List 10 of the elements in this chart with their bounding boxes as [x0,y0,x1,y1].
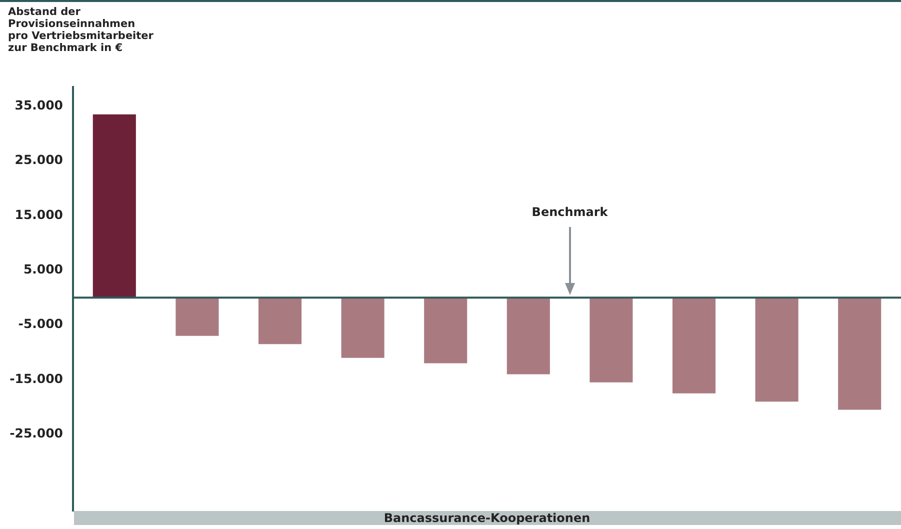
y-tick-label: 15.000 [14,206,64,222]
y-tick-label: -25.000 [10,426,64,441]
y-tick-label: -5.000 [18,316,64,332]
y-tick-label: 25.000 [14,152,64,168]
y-axis-title: Abstand der Provisionseinnahmen pro Vertriebsmitarbeiter zur Benchmark in € [8,6,154,54]
annotation: Benchmark [532,204,608,219]
y-tick-label: 35.000 [14,97,64,112]
y-tick-label: -15.000 [10,370,64,386]
y-tick-label: 5.000 [23,262,64,277]
x-axis-title: Bancassurance-Kooperationen [384,511,590,526]
